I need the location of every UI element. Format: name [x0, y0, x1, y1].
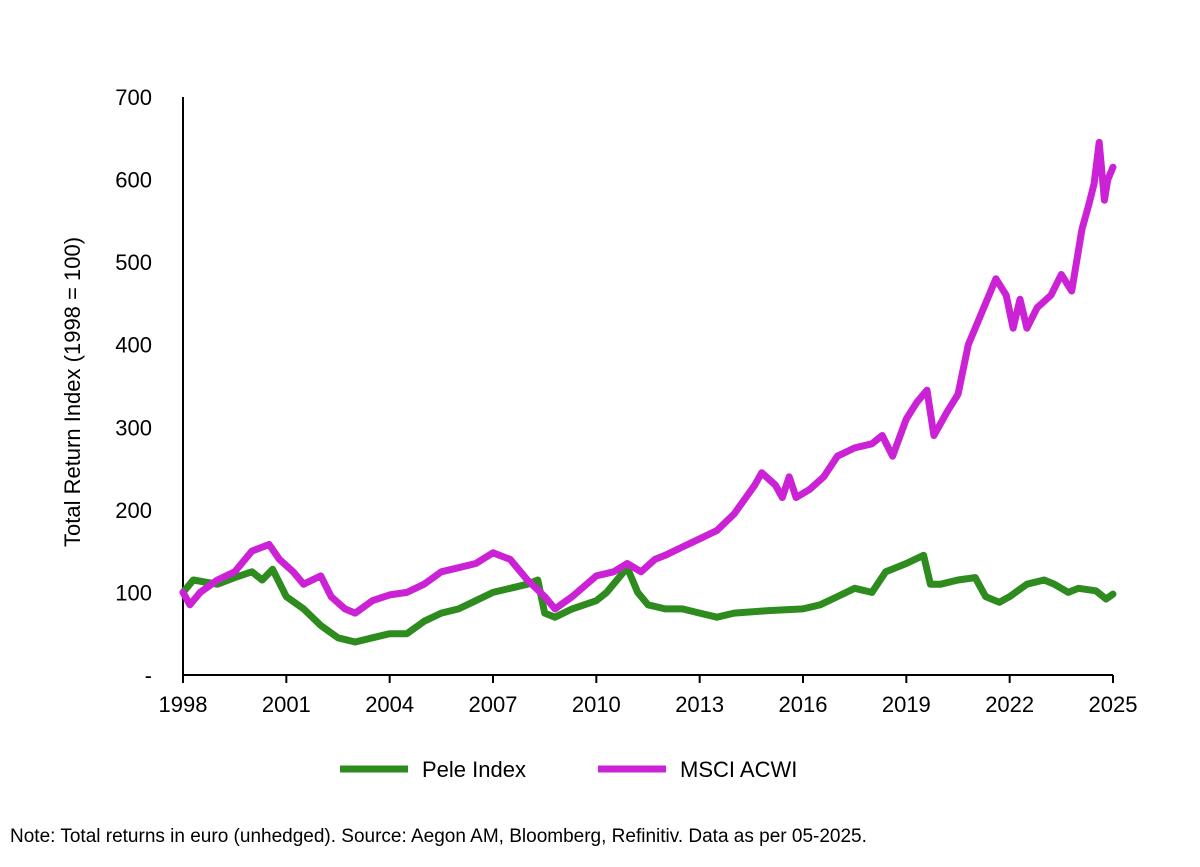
y-tick-label: 400 — [115, 333, 152, 358]
y-tick-label: 600 — [115, 168, 152, 193]
x-tick-label: 2013 — [675, 692, 724, 717]
x-tick-label: 1998 — [159, 692, 208, 717]
x-tick-label: 2010 — [572, 692, 621, 717]
legend: Pele Index MSCI ACWI — [340, 757, 797, 782]
y-tick-label: 700 — [115, 85, 152, 110]
x-tick-label: 2025 — [1089, 692, 1138, 717]
y-tick-label: 500 — [115, 250, 152, 275]
series-line-pele-index — [179, 551, 1117, 646]
x-tick-label: 2016 — [779, 692, 828, 717]
y-axis-label: Total Return Index (1998 = 100) — [60, 237, 85, 547]
series-line-msci-acwi — [179, 138, 1117, 617]
legend-label-msci-acwi: MSCI ACWI — [680, 757, 797, 782]
y-tick-label: 200 — [115, 498, 152, 523]
x-tick-label: 2022 — [985, 692, 1034, 717]
legend-label-pele-index: Pele Index — [422, 757, 526, 782]
x-tick-label: 2004 — [365, 692, 414, 717]
source-note: Note: Total returns in euro (unhedged). … — [10, 826, 867, 847]
x-tick-label: 2001 — [262, 692, 311, 717]
axes — [182, 97, 1113, 676]
x-tick-label: 2019 — [882, 692, 931, 717]
y-tick-label: 100 — [115, 580, 152, 605]
x-tick-label: 2007 — [469, 692, 518, 717]
y-tick-label: 300 — [115, 415, 152, 440]
y-tick-label: - — [145, 663, 152, 688]
